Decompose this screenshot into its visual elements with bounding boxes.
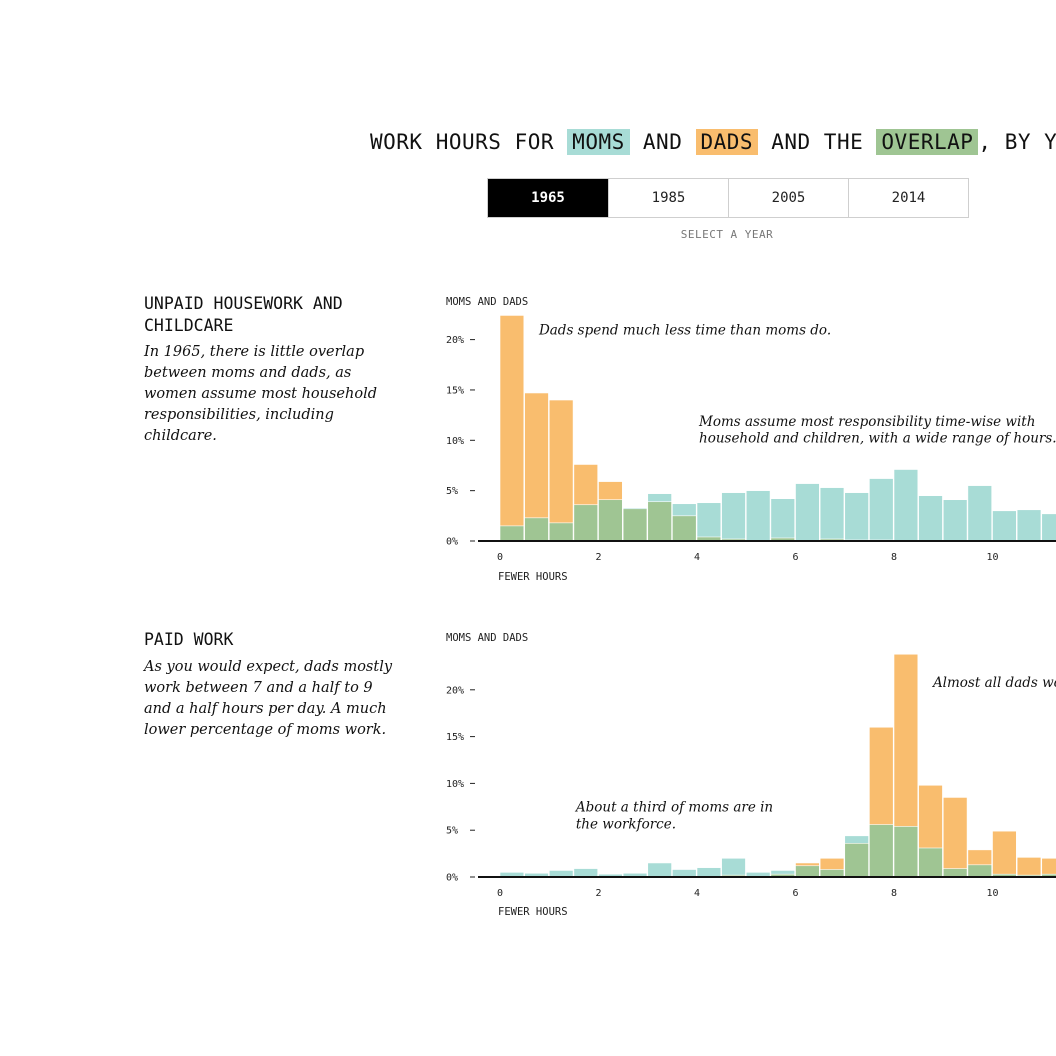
chart-annotation: Almost all dads wo bbox=[931, 675, 1056, 691]
section-description-paid: As you would expect, dads mostly work be… bbox=[144, 659, 393, 738]
x-tick-label: 6 bbox=[792, 888, 798, 899]
overlap-bar bbox=[819, 869, 845, 878]
y-tick-label: 0% bbox=[446, 537, 458, 548]
page-title: WORK HOURS FOR MOMS AND DADS AND THE OVE… bbox=[370, 129, 1056, 155]
section-heading-unpaid: UNPAID HOUSEWORK AND CHILDCARE bbox=[144, 293, 394, 337]
overlap-bar bbox=[967, 864, 993, 878]
dads-bar bbox=[942, 797, 968, 878]
dads-bar bbox=[1016, 857, 1042, 878]
year-button-1965[interactable]: 1965 bbox=[488, 179, 608, 217]
y-tick-label: 15% bbox=[446, 732, 464, 743]
x-tick-label: 2 bbox=[595, 888, 601, 899]
section-heading-line: CHILDCARE bbox=[144, 316, 234, 335]
title-text-1: WORK HOURS FOR bbox=[370, 130, 555, 154]
x-tick-label: 4 bbox=[694, 888, 700, 899]
overlap-bar bbox=[942, 868, 968, 878]
y-tick-label: 10% bbox=[446, 436, 464, 447]
moms-legend-chip: MOMS bbox=[567, 129, 630, 155]
year-button-1985[interactable]: 1985 bbox=[608, 179, 728, 217]
x-tick-label: 8 bbox=[891, 552, 897, 563]
section-heading-line: PAID WORK bbox=[144, 630, 234, 649]
y-tick-label: 15% bbox=[446, 385, 464, 396]
x-tick-label: 0 bbox=[497, 552, 503, 563]
title-text-3: AND THE bbox=[771, 130, 864, 154]
y-tick-label: 5% bbox=[446, 486, 458, 497]
y-tick-label: 5% bbox=[446, 826, 458, 837]
overlap-bar bbox=[893, 826, 919, 878]
chart-annotation: Moms assume most responsibility time-wis… bbox=[698, 414, 1035, 430]
y-tick-label: 10% bbox=[446, 779, 464, 790]
chart-annotation: the workforce. bbox=[576, 816, 676, 832]
select-year-hint: SELECT A YEAR bbox=[680, 228, 774, 241]
x-tick-label: 4 bbox=[694, 552, 700, 563]
section-description-unpaid: In 1965, there is little overlap between… bbox=[144, 344, 377, 444]
overlap-bar bbox=[869, 824, 894, 878]
year-selector: 1965 1985 2005 2014 bbox=[487, 178, 969, 218]
title-text-2: AND bbox=[642, 130, 683, 154]
year-button-2005[interactable]: 2005 bbox=[728, 179, 848, 217]
dads-legend-chip: DADS bbox=[695, 129, 759, 155]
moms-bar bbox=[696, 867, 722, 878]
x-tick-label: 8 bbox=[891, 888, 897, 899]
moms-bar bbox=[672, 869, 697, 878]
legend-label: MOMS AND DADS bbox=[446, 632, 528, 644]
overlap-bar bbox=[918, 847, 943, 878]
overlap-bar bbox=[844, 843, 869, 878]
legend-label: MOMS AND DADS bbox=[446, 296, 528, 308]
dads-bar bbox=[992, 830, 1017, 878]
moms-bar bbox=[573, 868, 599, 878]
overlap-legend-chip: OVERLAP bbox=[876, 129, 979, 155]
x-tick-label: 10 bbox=[986, 888, 998, 899]
y-tick-label: 20% bbox=[446, 335, 464, 346]
year-button-2014[interactable]: 2014 bbox=[848, 179, 968, 217]
title-text-4: , BY YE bbox=[978, 130, 1056, 154]
x-tick-label: 6 bbox=[792, 552, 798, 563]
moms-bar bbox=[721, 857, 746, 878]
x-axis-label: FEWER HOURS bbox=[498, 906, 568, 918]
y-tick-label: 20% bbox=[446, 685, 464, 696]
chart-annotation: Dads spend much less time than moms do. bbox=[538, 323, 831, 339]
x-tick-label: 10 bbox=[986, 552, 998, 563]
section-heading-paid: PAID WORK bbox=[144, 629, 394, 651]
x-tick-label: 2 bbox=[595, 552, 601, 563]
section-heading-line: UNPAID HOUSEWORK AND bbox=[144, 294, 343, 313]
y-tick-label: 0% bbox=[446, 873, 458, 884]
x-axis-label: FEWER HOURS bbox=[498, 571, 568, 583]
chart-annotation: household and children, with a wide rang… bbox=[699, 430, 1056, 446]
overlap-bar bbox=[795, 865, 820, 878]
chart-annotation: About a third of moms are in bbox=[574, 799, 773, 815]
moms-bar bbox=[647, 862, 672, 878]
x-tick-label: 0 bbox=[497, 888, 503, 899]
